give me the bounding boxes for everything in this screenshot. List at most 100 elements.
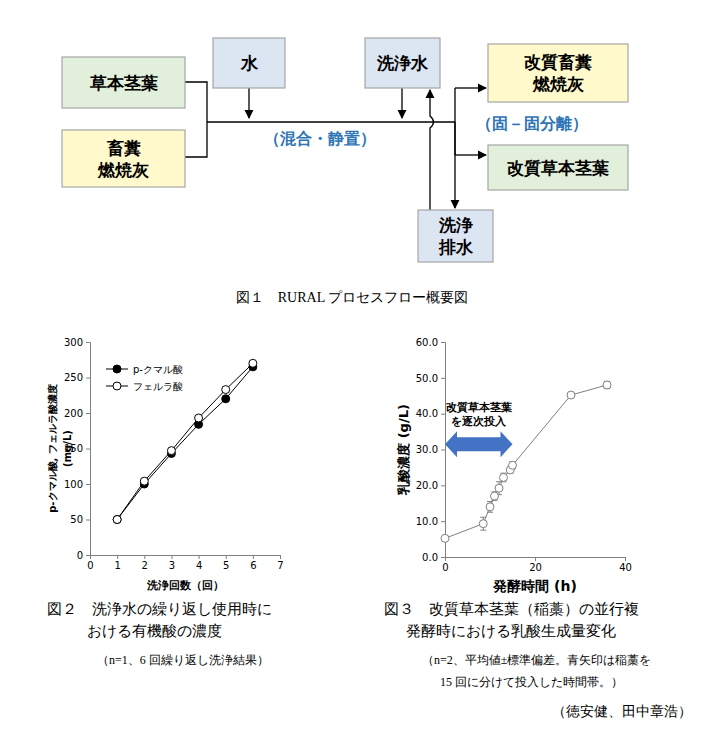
tick-mark [226, 555, 227, 559]
annotation-text: を逐次投入 [451, 415, 507, 428]
connector [401, 88, 402, 118]
node-label: 洗浄 [438, 215, 473, 235]
tick-mark [441, 557, 445, 558]
tick: 20 [529, 557, 542, 573]
tick-label: 100 [64, 479, 83, 490]
tick: 20.0 [416, 480, 445, 491]
tick-label: 0 [77, 550, 83, 561]
legend-label: p-クマル酸 [133, 364, 183, 375]
tick-mark [86, 520, 90, 521]
tick: 3 [169, 555, 175, 571]
figure-caption: 図２ 洗浄水の繰り返し使用時に [47, 601, 272, 617]
tick: 300 [64, 337, 90, 348]
node-box [488, 44, 628, 102]
tick-label: 5 [223, 560, 229, 571]
figure-caption: 図３ 改質草本茎葉（稲藁）の並行複 [384, 601, 639, 617]
tick-label: 50 [70, 514, 83, 525]
tick-label: 0 [442, 562, 448, 573]
tick: 0 [87, 555, 93, 571]
data-point [113, 516, 121, 524]
connector [454, 88, 455, 155]
node-label: 改質畜糞 [524, 52, 592, 72]
tick-mark [171, 555, 172, 559]
tick: 50.0 [416, 373, 445, 384]
tick-mark [86, 484, 90, 485]
y-axis-title: 乳酸濃度 (g/L) [396, 404, 411, 496]
tick-mark [441, 414, 445, 415]
data-point [222, 395, 230, 403]
figure-note: 15 回に分けて投入した時間帯。） [440, 675, 623, 689]
node: 草本茎葉 [62, 57, 185, 108]
figure-note: （n=1、6 回繰り返し洗浄結果） [97, 653, 269, 667]
data-point [113, 516, 121, 524]
process-label: （混合・静置） [264, 129, 376, 148]
node-box [418, 210, 493, 262]
y-axis-title: (mg/L) [62, 430, 73, 467]
process-label: （固－固分離） [476, 114, 588, 133]
tick: 4 [196, 555, 202, 571]
series-line [445, 385, 607, 538]
data-point [249, 359, 257, 367]
legend-marker [113, 365, 121, 373]
tick-label: 300 [64, 337, 83, 348]
axis-line [446, 558, 626, 562]
series-line [117, 367, 253, 520]
data-point [495, 484, 503, 492]
connectors [185, 82, 486, 210]
node: 洗浄水 [365, 38, 440, 88]
tick: 40 [619, 557, 632, 573]
chart: 01234567050100150200250300p-クマル酸フェルラ酸洗浄回… [47, 337, 284, 667]
x-axis-title: 発酵時間 (h) [492, 578, 577, 594]
node-label: 燃焼灰 [97, 160, 150, 180]
legend-marker [113, 382, 121, 390]
node-label: 改質草本茎葉 [507, 158, 609, 178]
node-label: 水 [240, 53, 259, 73]
tick-label: 40 [619, 562, 632, 573]
x-axis: 0 20 40 [442, 557, 632, 573]
connector [455, 154, 486, 155]
tick: 7 [277, 555, 283, 571]
tick-label: 3 [169, 560, 175, 571]
node: 畜糞燃焼灰 [62, 130, 185, 187]
tick-mark [253, 555, 254, 559]
node-label: 畜糞 [106, 138, 141, 158]
annotation-text: 改質草本茎葉 [446, 401, 512, 414]
error-bar [480, 517, 486, 530]
node-label: 洗浄水 [376, 53, 429, 73]
legend: p-クマル酸フェルラ酸 [106, 364, 183, 392]
tick: 100 [64, 479, 90, 490]
data-point [567, 391, 575, 399]
node-label: 排水 [438, 237, 474, 257]
x-axis-title: 洗浄回数（回） [146, 579, 224, 592]
tick-label: 2 [142, 560, 148, 571]
data-point [222, 386, 230, 394]
error-bar [510, 462, 516, 469]
tick-label: 10.0 [416, 516, 438, 527]
connector [207, 121, 455, 122]
page: 草本茎葉畜糞燃焼灰水洗浄水改質畜糞燃焼灰改質草本茎葉洗浄排水（混合・静置）（固－… [0, 0, 705, 740]
tick-label: 60.0 [416, 337, 438, 348]
tick: 1 [114, 555, 120, 571]
tick-label: 0 [87, 560, 93, 571]
tick: 30.0 [416, 444, 445, 455]
tick-label: 250 [64, 372, 83, 383]
data-point [167, 447, 175, 455]
data-point [603, 381, 611, 389]
figure-note: （n=2、平均値±標準偏差。青矢印は稲藁を [422, 653, 651, 667]
axis-line [441, 343, 446, 558]
tick-label: 40.0 [416, 408, 438, 419]
connector [185, 82, 207, 157]
chart: 020400.010.020.030.040.050.060.0改質草本茎葉を逐… [384, 337, 651, 689]
figure-caption: 発酵時における乳酸生成量変化 [406, 623, 616, 639]
tick-mark [86, 449, 90, 450]
tick-mark [441, 342, 445, 343]
tick: 60.0 [416, 337, 445, 348]
data-point [140, 477, 148, 485]
data-point [486, 503, 494, 511]
series [113, 363, 257, 524]
data-point [479, 520, 487, 528]
tick: 250 [64, 372, 90, 383]
tick: 10.0 [416, 516, 445, 527]
data-point [491, 492, 499, 500]
tick: 50 [70, 514, 90, 525]
